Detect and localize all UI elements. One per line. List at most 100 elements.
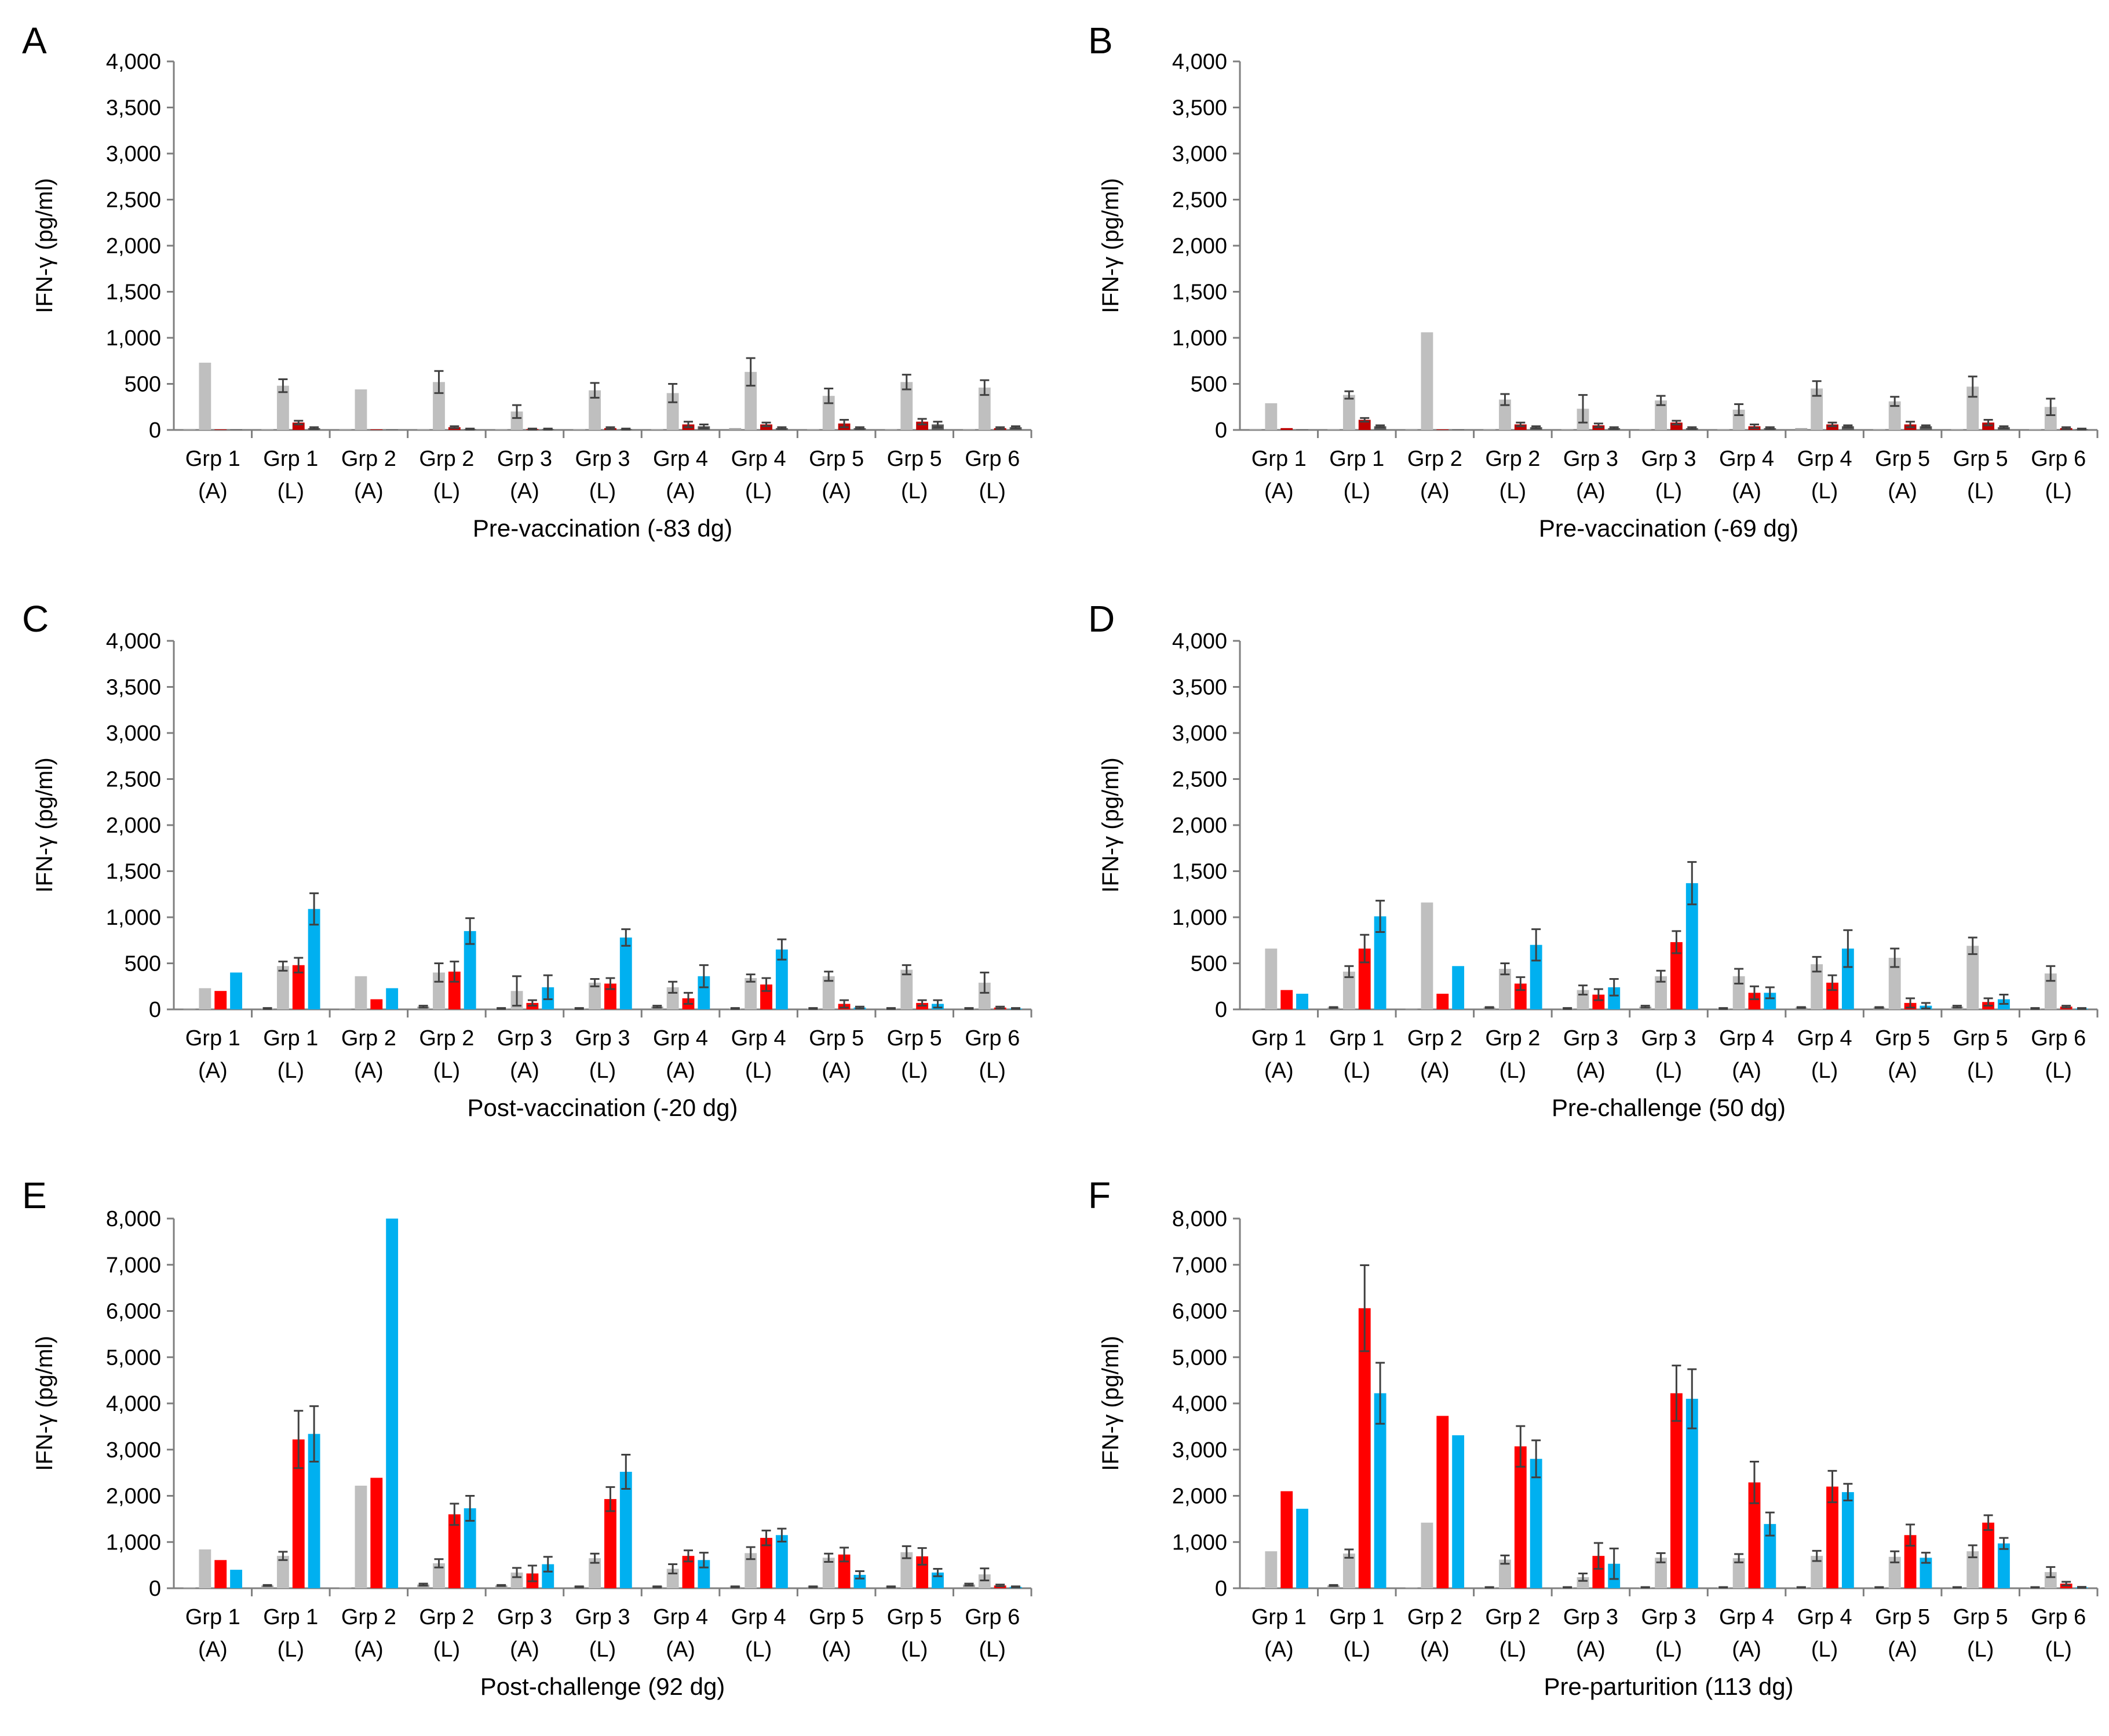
x-category-label: Grp 4: [731, 1605, 786, 1629]
x-category-label: Grp 6: [965, 1026, 1020, 1051]
x-axis-title: Pre-challenge (50 dg): [1552, 1094, 1786, 1121]
x-category-label: Grp 1: [263, 1026, 318, 1051]
x-category-label: Grp 3: [497, 1026, 552, 1051]
bar: [1249, 1587, 1262, 1588]
y-axis-title: IFN-γ (pg/ml): [1098, 757, 1123, 892]
y-tick-label: 0: [1215, 998, 1227, 1022]
x-axis-title: Pre-vaccination (-83 dg): [473, 515, 732, 542]
y-tick-label: 3,000: [1172, 721, 1227, 746]
x-category-label: Grp 1: [185, 1605, 240, 1629]
bar: [1592, 994, 1605, 1009]
bar: [978, 387, 991, 430]
y-tick-label: 3,500: [106, 676, 161, 700]
x-category-sublabel: (A): [1264, 1059, 1294, 1083]
x-category-sublabel: (L): [901, 1059, 928, 1083]
bar: [1342, 395, 1355, 430]
y-tick-label: 0: [149, 1577, 161, 1601]
bar: [1530, 1458, 1542, 1588]
bar: [199, 1549, 211, 1588]
x-category-sublabel: (L): [979, 479, 1006, 504]
bar: [1249, 429, 1262, 430]
x-category-sublabel: (A): [198, 1059, 228, 1083]
bar: [292, 965, 305, 1009]
y-tick-label: 4,000: [1172, 1392, 1227, 1416]
x-category-label: Grp 4: [1797, 1026, 1852, 1051]
x-category-sublabel: (L): [1655, 479, 1682, 504]
y-tick-label: 6,000: [106, 1300, 161, 1324]
y-tick-label: 2,500: [1172, 768, 1227, 792]
x-category-sublabel: (L): [1811, 479, 1838, 504]
bar: [775, 1535, 788, 1588]
x-category-label: Grp 1: [1329, 447, 1384, 471]
x-category-sublabel: (A): [510, 479, 539, 504]
x-category-label: Grp 6: [965, 1605, 1020, 1629]
x-category-label: Grp 3: [1563, 1026, 1618, 1051]
y-axis-title: IFN-γ (pg/ml): [32, 178, 57, 313]
bar: [1888, 401, 1901, 430]
bar: [308, 1434, 320, 1588]
x-category-sublabel: (A): [1420, 1059, 1450, 1083]
x-category-sublabel: (A): [1888, 1637, 1917, 1662]
bar: [2029, 429, 2041, 430]
x-category-sublabel: (A): [1576, 479, 1606, 504]
x-category-label: Grp 1: [263, 447, 318, 471]
x-category-label: Grp 1: [1329, 1605, 1384, 1629]
bar: [651, 429, 663, 430]
y-tick-label: 0: [149, 418, 161, 443]
bar: [230, 429, 242, 430]
chart-panel-f: F 0 1,000 2,000 3,000 4,000 5,000 6,000 7,000 8,0…: [1088, 1175, 2099, 1700]
x-category-sublabel: (A): [1576, 1059, 1606, 1083]
y-tick-label: 3,000: [106, 1438, 161, 1463]
y-axis-title: IFN-γ (pg/ml): [1098, 1336, 1123, 1471]
bar: [292, 1439, 305, 1588]
x-category-label: Grp 5: [887, 1026, 942, 1051]
x-category-sublabel: (L): [433, 1059, 460, 1083]
bar: [619, 1472, 632, 1588]
x-category-label: Grp 1: [185, 1026, 240, 1051]
x-category-sublabel: (A): [198, 1637, 228, 1662]
x-category-label: Grp 2: [341, 447, 396, 471]
x-category-label: Grp 4: [731, 447, 786, 471]
x-category-label: Grp 3: [1641, 1605, 1696, 1629]
bar: [1421, 332, 1433, 430]
x-category-sublabel: (A): [1888, 1059, 1917, 1083]
bar: [230, 1570, 242, 1588]
y-axis-title: IFN-γ (pg/ml): [1098, 178, 1123, 313]
bar: [355, 976, 367, 1009]
bar: [1421, 1522, 1433, 1588]
x-category-label: Grp 2: [419, 1605, 474, 1629]
bar: [1374, 916, 1386, 1009]
bar: [589, 982, 601, 1009]
panel-letter: C: [22, 598, 49, 640]
y-tick-label: 2,000: [1172, 234, 1227, 258]
y-tick-label: 2,000: [1172, 814, 1227, 838]
bar: [589, 390, 601, 430]
x-category-label: Grp 1: [263, 1605, 318, 1629]
bar: [261, 429, 273, 430]
bar: [1795, 428, 1808, 430]
x-category-sublabel: (L): [1967, 1637, 1994, 1662]
bar: [1998, 1543, 2010, 1588]
x-category-sublabel: (A): [666, 1059, 695, 1083]
bar: [1811, 388, 1823, 430]
x-category-label: Grp 2: [419, 1026, 474, 1051]
x-category-label: Grp 6: [2031, 1605, 2086, 1629]
bar: [339, 1587, 352, 1588]
bar: [1577, 1577, 1589, 1588]
x-axis-title: Pre-vaccination (-69 dg): [1539, 515, 1798, 542]
y-tick-label: 2,500: [106, 188, 161, 213]
y-tick-label: 2,000: [106, 814, 161, 838]
y-tick-label: 8,000: [106, 1207, 161, 1231]
x-category-label: Grp 3: [1641, 1026, 1696, 1051]
x-category-label: Grp 4: [1797, 447, 1852, 471]
chart-panel-a: A 0 500 1,000 1,500 2,000 2,500 3,000 3,500 4,000…: [22, 20, 1032, 542]
y-tick-label: 5,000: [106, 1345, 161, 1370]
y-tick-label: 1,000: [106, 1530, 161, 1555]
bar: [214, 1560, 227, 1588]
y-axis-title: IFN-γ (pg/ml): [32, 1336, 57, 1471]
bar: [1732, 1558, 1745, 1588]
bar: [386, 1219, 399, 1588]
x-axis-title: Pre-parturition (113 dg): [1544, 1673, 1793, 1700]
bar: [1280, 428, 1293, 430]
